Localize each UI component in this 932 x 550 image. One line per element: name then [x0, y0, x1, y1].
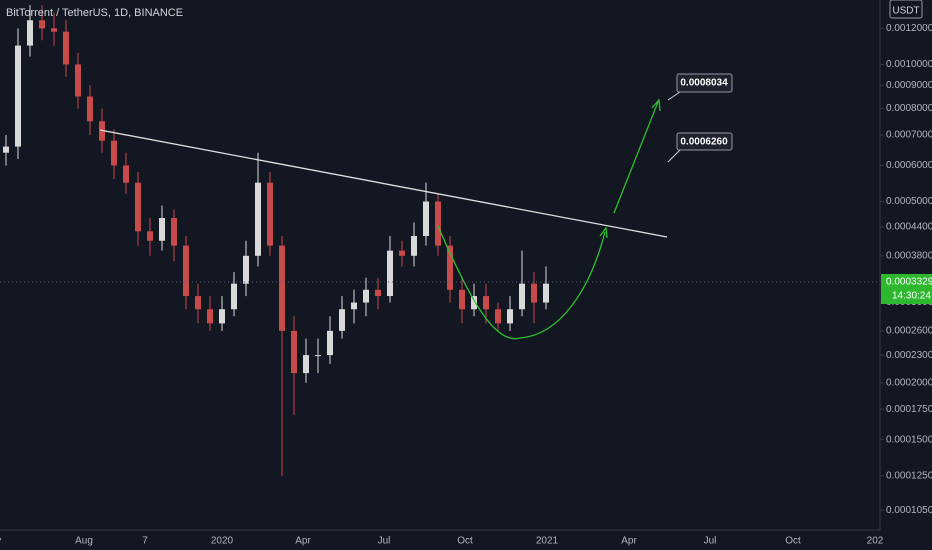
- candle-body: [339, 309, 345, 331]
- callout-pointer: [667, 149, 681, 163]
- candle-body: [195, 296, 201, 310]
- candle-body: [303, 355, 309, 374]
- x-tick-label: 2020: [211, 536, 234, 547]
- candle-body: [471, 296, 477, 310]
- candle-body: [171, 218, 177, 246]
- y-tick-label: 0.0003800: [886, 250, 932, 261]
- candle-body: [459, 289, 465, 310]
- candle-body: [279, 245, 285, 331]
- candle-body: [147, 231, 153, 241]
- candle-body: [435, 201, 441, 246]
- candle-body: [3, 146, 9, 153]
- currency-label: USDT: [892, 6, 919, 17]
- candle-body: [39, 20, 45, 29]
- candle-body: [411, 236, 417, 256]
- last-price-label: 0.0003329: [886, 277, 932, 288]
- trend-line: [99, 129, 668, 238]
- y-tick-label: 0.0001750: [886, 404, 932, 415]
- x-tick-label: Jul: [378, 536, 391, 547]
- candle-body: [27, 20, 33, 46]
- candle-body: [327, 330, 333, 356]
- y-tick-label: 0.0009000: [886, 80, 932, 91]
- candle-body: [531, 283, 537, 303]
- candle-body: [255, 182, 261, 256]
- y-tick-label: 0.0001500: [886, 434, 932, 445]
- y-tick-label: 0.0007000: [886, 130, 932, 141]
- y-tick-label: 0.0002300: [886, 350, 932, 361]
- x-tick-label: Apr: [295, 536, 311, 547]
- callout-text: 0.0008034: [680, 78, 728, 89]
- x-tick-label: Aug: [75, 536, 93, 547]
- countdown-label: 14:30:24: [892, 291, 931, 302]
- chart-title: BitTorrent / TetherUS, 1D, BINANCE: [6, 7, 183, 19]
- candle-body: [183, 245, 189, 297]
- callout-pointer: [667, 91, 681, 101]
- candle-body: [315, 355, 321, 357]
- y-tick-label: 0.0005000: [886, 196, 932, 207]
- candle-body: [387, 250, 393, 297]
- candle-body: [87, 96, 93, 122]
- candle-body: [15, 45, 21, 147]
- arrow-line: [613, 101, 659, 214]
- candle-body: [447, 245, 453, 290]
- y-tick-label: 0.0006000: [886, 160, 932, 171]
- x-tick-label: 7: [142, 536, 148, 547]
- y-tick-label: 0.0010000: [886, 59, 932, 70]
- candle-body: [123, 165, 129, 183]
- x-tick-label: Oct: [457, 536, 473, 547]
- candle-body: [399, 250, 405, 256]
- last-price-box: [881, 273, 932, 304]
- x-tick-label: 202: [867, 536, 884, 547]
- y-tick-label: 0.0012000: [886, 23, 932, 34]
- candle-body: [543, 283, 549, 303]
- y-tick-label: 0.0001050: [886, 505, 932, 516]
- candle-body: [75, 64, 81, 97]
- candle-body: [51, 28, 57, 32]
- candle-body: [351, 302, 357, 310]
- price-axis: 0.0012000 0.0010000 0.0009000 0.0008000 0.00…: [880, 23, 932, 516]
- candle-body: [207, 309, 213, 324]
- candle-body: [267, 182, 273, 246]
- candle-body: [495, 309, 501, 324]
- candle-body: [375, 289, 381, 297]
- callout-box: [676, 132, 733, 151]
- candle-body: [483, 296, 489, 310]
- candle-body: [291, 330, 297, 374]
- candle-body: [135, 182, 141, 232]
- y-tick-label: 0.0001250: [886, 470, 932, 481]
- y-tick-label: 0.0004400: [886, 221, 932, 232]
- candle-body: [111, 140, 117, 166]
- y-tick-label: 0.0002000: [886, 377, 932, 388]
- candle-body: [423, 201, 429, 237]
- x-tick-label: Oct: [785, 536, 801, 547]
- candle-body: [363, 289, 369, 303]
- x-tick-label: ay: [0, 536, 1, 547]
- y-tick-label: 0.0008000: [886, 103, 932, 114]
- candle-body: [159, 218, 165, 241]
- callout-text: 0.0006260: [680, 137, 728, 148]
- arrow-head: [599, 226, 608, 239]
- x-tick-label: Apr: [621, 536, 637, 547]
- candle-body: [243, 255, 249, 284]
- candle-body: [507, 309, 513, 324]
- x-tick-label: 2021: [536, 536, 559, 547]
- y-tick-label: 0.0002600: [886, 326, 932, 337]
- currency-box[interactable]: [889, 0, 923, 19]
- x-tick-label: Jul: [704, 536, 717, 547]
- cup-curve: [437, 225, 606, 340]
- callout-box: [676, 73, 733, 93]
- candle-body: [519, 283, 525, 310]
- candle-body: [219, 309, 225, 324]
- arrow-head: [651, 98, 661, 112]
- candle-body: [63, 31, 69, 65]
- candle-body: [231, 283, 237, 310]
